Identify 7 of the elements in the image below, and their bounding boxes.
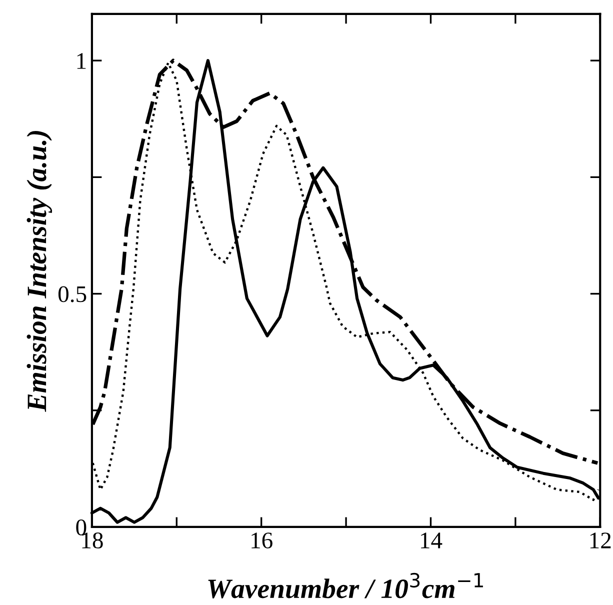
x-tick-label: 12 [590, 532, 611, 548]
y-tick-label: 1 [77, 53, 86, 69]
x-tick-label: 14 [421, 532, 442, 548]
x-axis-title: Wavenumber / 10$^{3}$cm$^{−1}$ [208, 572, 483, 598]
y-tick-label: 0.5 [58, 286, 86, 302]
x-tick-label: 16 [252, 532, 272, 548]
y-axis-title: Emission Intensity (a.u.) [26, 130, 52, 412]
